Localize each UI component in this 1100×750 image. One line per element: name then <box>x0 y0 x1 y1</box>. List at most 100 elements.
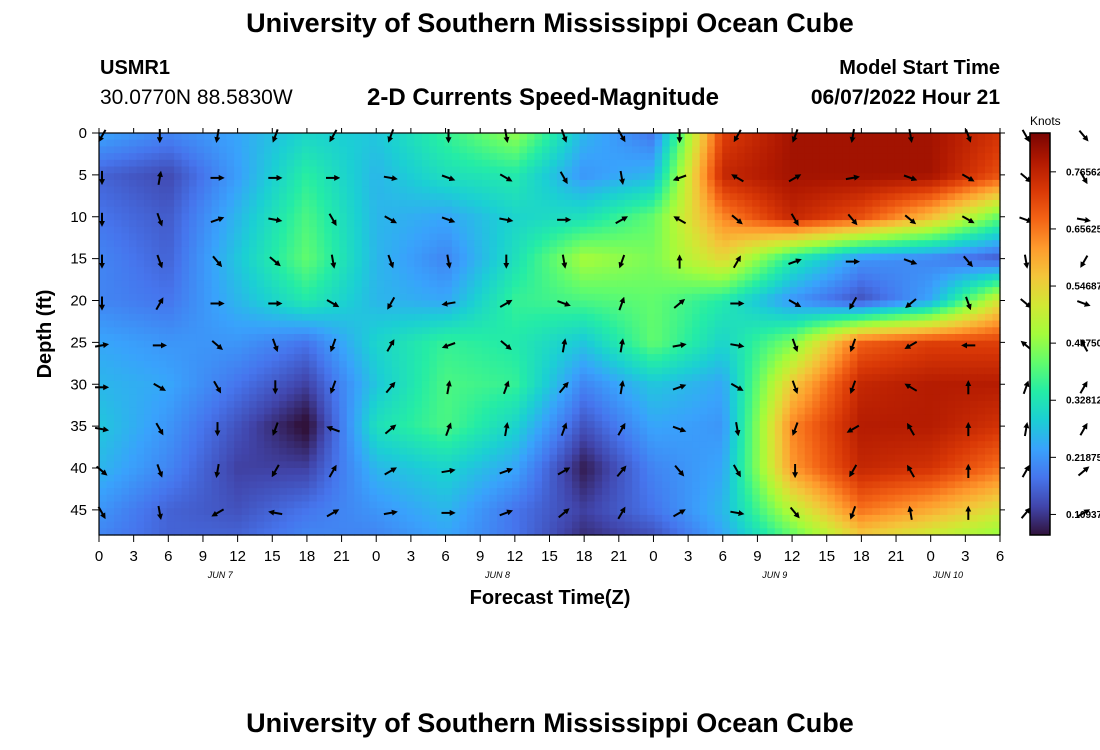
heatmap-cell <box>684 394 693 402</box>
heatmap-cell <box>414 233 423 241</box>
heatmap-cell <box>504 334 513 342</box>
heatmap-cell <box>196 327 205 335</box>
heatmap-cell <box>692 360 701 369</box>
heatmap-cell <box>654 340 663 348</box>
heatmap-cell <box>324 320 333 328</box>
heatmap-cell <box>331 240 340 248</box>
heatmap-cell <box>301 340 310 348</box>
heatmap-cell <box>924 233 934 241</box>
heatmap-cell <box>331 280 340 288</box>
heatmap-cell <box>361 267 370 275</box>
heatmap-cell <box>767 387 776 395</box>
heatmap-cell <box>294 179 303 188</box>
heatmap-cell <box>707 166 716 174</box>
heatmap-cell <box>159 320 168 328</box>
heatmap-cell <box>849 267 858 275</box>
heatmap-cell <box>414 159 423 168</box>
heatmap-cell <box>99 206 108 214</box>
heatmap-cell <box>121 173 130 181</box>
heatmap-cell <box>894 360 903 369</box>
heatmap-cell <box>759 139 768 147</box>
heatmap-cell <box>744 253 753 261</box>
heatmap-cell <box>204 260 213 268</box>
heatmap-cell <box>804 246 813 255</box>
heatmap-cell <box>219 313 228 322</box>
heatmap-cell <box>947 380 956 389</box>
heatmap-cell <box>692 347 701 355</box>
heatmap-cell <box>481 280 491 288</box>
heatmap-cell <box>624 213 633 221</box>
heatmap-cell <box>211 293 220 302</box>
heatmap-cell <box>834 354 843 362</box>
heatmap-cell <box>677 273 686 281</box>
heatmap-cell <box>684 253 693 261</box>
heatmap-cell <box>834 213 843 221</box>
heatmap-cell <box>361 139 370 147</box>
heatmap-cell <box>639 347 648 355</box>
heatmap-cell <box>481 360 491 369</box>
heatmap-cell <box>557 287 566 295</box>
heatmap-cell <box>797 186 806 194</box>
heatmap-cell <box>324 407 333 415</box>
heatmap-cell <box>722 260 731 268</box>
heatmap-cell <box>174 146 183 154</box>
heatmap-cell <box>339 320 348 328</box>
heatmap-cell <box>954 320 964 328</box>
heatmap-cell <box>969 320 979 328</box>
heatmap-cell <box>391 287 400 295</box>
heatmap-cell <box>789 246 798 255</box>
heatmap-cell <box>842 173 851 181</box>
heatmap-cell <box>99 320 108 328</box>
heatmap-cell <box>211 374 220 382</box>
heatmap-cell <box>511 173 521 181</box>
heatmap-cell <box>984 166 994 174</box>
heatmap-cell <box>264 206 273 214</box>
heatmap-cell <box>211 153 220 161</box>
heatmap-cell <box>887 293 896 302</box>
heatmap-cell <box>421 159 430 168</box>
heatmap-cell <box>894 139 903 147</box>
heatmap-cell <box>602 354 611 362</box>
heatmap-cell <box>421 347 430 355</box>
heatmap-cell <box>579 360 588 369</box>
heatmap-cell <box>534 253 543 261</box>
heatmap-cell <box>241 300 250 308</box>
heatmap-cell <box>632 173 641 181</box>
heatmap-cell <box>722 233 731 241</box>
heatmap-cell <box>744 226 753 235</box>
heatmap-cell <box>984 307 994 315</box>
heatmap-cell <box>759 401 768 409</box>
heatmap-cell <box>406 367 415 375</box>
heatmap-cell <box>279 200 288 208</box>
heatmap-cell <box>924 200 934 208</box>
heatmap-cell <box>819 300 828 308</box>
heatmap-cell <box>587 159 596 168</box>
heatmap-cell <box>849 401 858 409</box>
heatmap-cell <box>902 166 911 174</box>
heatmap-cell <box>361 220 370 228</box>
heatmap-cell <box>557 293 566 302</box>
heatmap-cell <box>759 226 768 235</box>
heatmap-cell <box>144 246 153 255</box>
heatmap-cell <box>579 179 588 188</box>
heatmap-cell <box>346 139 355 147</box>
heatmap-cell <box>737 307 746 315</box>
heatmap-cell <box>819 166 828 174</box>
heatmap-cell <box>564 334 573 342</box>
heatmap-cell <box>962 380 971 389</box>
heatmap-cell <box>466 173 476 181</box>
heatmap-cell <box>729 394 738 402</box>
heatmap-cell <box>444 153 453 161</box>
heatmap-cell <box>587 133 596 141</box>
heatmap-cell <box>429 360 438 369</box>
heatmap-cell <box>924 193 934 201</box>
heatmap-cell <box>572 260 581 268</box>
heatmap-cell <box>316 394 325 402</box>
heatmap-cell <box>782 287 791 295</box>
heatmap-cell <box>647 293 656 302</box>
heatmap-cell <box>204 401 213 409</box>
heatmap-cell <box>639 233 648 241</box>
heatmap-cell <box>857 166 866 174</box>
heatmap-cell <box>992 340 1001 348</box>
heatmap-cell <box>519 206 528 214</box>
